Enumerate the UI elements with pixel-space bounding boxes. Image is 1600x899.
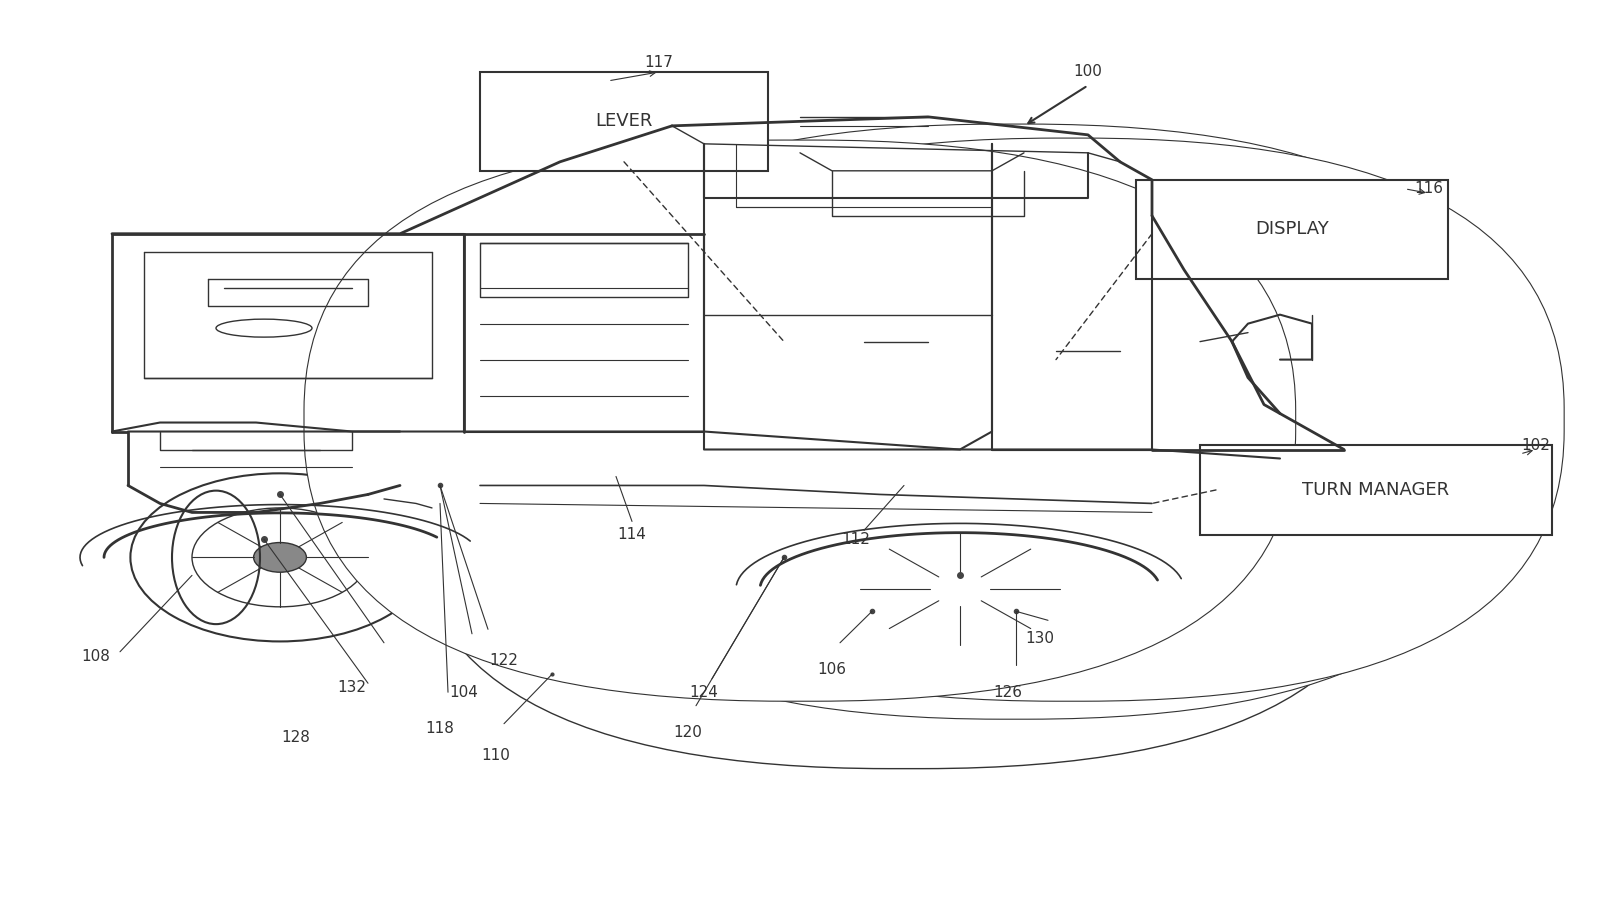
Text: LEVER: LEVER	[595, 112, 653, 130]
Text: 124: 124	[690, 685, 718, 699]
Text: 100: 100	[1074, 65, 1102, 79]
Text: 110: 110	[482, 748, 510, 762]
Circle shape	[253, 542, 307, 573]
Text: 114: 114	[618, 528, 646, 542]
Text: 132: 132	[338, 681, 366, 695]
Text: 102: 102	[1522, 438, 1550, 452]
Text: 120: 120	[674, 725, 702, 740]
Text: 130: 130	[1026, 631, 1054, 645]
Text: 118: 118	[426, 721, 454, 735]
Text: 116: 116	[1414, 182, 1443, 196]
FancyBboxPatch shape	[304, 140, 1296, 701]
FancyBboxPatch shape	[480, 72, 768, 171]
Circle shape	[930, 572, 990, 606]
Text: 128: 128	[282, 730, 310, 744]
FancyBboxPatch shape	[520, 160, 1509, 719]
FancyBboxPatch shape	[576, 138, 1565, 701]
FancyBboxPatch shape	[1136, 180, 1448, 279]
Text: 122: 122	[490, 654, 518, 668]
Text: 106: 106	[818, 663, 846, 677]
FancyBboxPatch shape	[1200, 445, 1552, 535]
Text: DISPLAY: DISPLAY	[1254, 220, 1330, 238]
Text: 126: 126	[994, 685, 1022, 699]
Text: 117: 117	[645, 56, 674, 70]
Text: 112: 112	[842, 532, 870, 547]
Text: TURN MANAGER: TURN MANAGER	[1302, 481, 1450, 499]
Text: 104: 104	[450, 685, 478, 699]
Text: 108: 108	[82, 649, 110, 663]
FancyBboxPatch shape	[520, 124, 1509, 683]
